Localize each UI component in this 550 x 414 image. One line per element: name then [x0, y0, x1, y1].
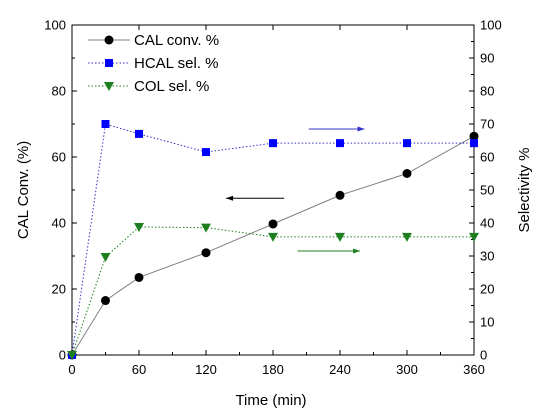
data-point-series-2: [268, 232, 278, 242]
x-tick-label: 300: [396, 362, 418, 377]
y-tick-label: 0: [59, 348, 66, 363]
data-point-series-1: [101, 120, 110, 128]
data-point-series-2: [134, 222, 144, 232]
x-tick-label: 120: [195, 362, 217, 377]
legend-marker-0: [104, 35, 114, 45]
y2-tick-label: 100: [480, 18, 502, 33]
series-lines: [71, 123, 475, 356]
legend-label-1: HCAL sel. %: [134, 55, 218, 72]
data-point-series-1: [135, 129, 143, 138]
plot-area-border: [71, 24, 475, 356]
y2-tick-label: 80: [480, 84, 494, 99]
data-point-series-2: [201, 223, 211, 233]
data-point-series-0: [101, 296, 110, 306]
axis-ticks: 0 60 120 180 240 300 3600204060801000102030405…: [44, 18, 501, 378]
y-tick-label: 20: [52, 282, 66, 297]
y-tick-label: 60: [52, 150, 66, 165]
data-point-series-2: [100, 252, 111, 262]
data-point-series-0: [268, 219, 278, 229]
x-tick-label: 0: [68, 362, 75, 377]
y2-tick-label: 50: [480, 183, 494, 198]
y-axis-title: CAL Conv. (%): [15, 141, 32, 239]
data-point-series-0: [469, 131, 479, 141]
x-axis-title: Time (min): [235, 392, 306, 409]
data-point-series-1: [202, 148, 210, 157]
y2-tick-label: 60: [480, 150, 494, 165]
x-tick-label: 240: [329, 362, 351, 377]
data-point-series-0: [335, 190, 345, 200]
legend-label-2: COL sel. %: [134, 78, 209, 95]
y-tick-label: 40: [52, 216, 66, 231]
series-line-1: [71, 123, 474, 356]
y2-tick-label: 70: [480, 117, 494, 132]
y2-tick-label: 30: [480, 249, 494, 264]
data-point-series-2: [335, 232, 345, 242]
y2-tick-label: 10: [480, 315, 494, 330]
arrow-head-0: [357, 126, 365, 132]
data-point-series-0: [134, 272, 144, 282]
data-point-series-1: [269, 139, 277, 148]
data-point-series-0: [402, 169, 412, 178]
data-point-series-2: [402, 232, 412, 242]
series-markers: [67, 120, 479, 360]
arrow-head-2: [353, 248, 361, 254]
legend-label-0: CAL conv. %: [134, 32, 219, 49]
y2-tick-label: 20: [480, 282, 494, 297]
plot-frame: [71, 24, 475, 356]
data-point-series-0: [201, 248, 211, 258]
x-tick-label: 360: [463, 362, 485, 377]
data-point-series-1: [336, 139, 344, 148]
legend: CAL conv. % HCAL sel. % COL sel. %: [88, 32, 219, 95]
series-line-2: [71, 226, 474, 356]
arrow-head-1: [226, 195, 234, 201]
y-tick-label: 80: [52, 84, 66, 99]
y-tick-label: 100: [44, 18, 66, 33]
data-point-series-2: [67, 351, 77, 360]
x-tick-label: 180: [262, 362, 284, 377]
data-point-series-1: [403, 139, 411, 148]
series-line-0: [71, 135, 475, 356]
legend-marker-1: [105, 59, 113, 67]
y2-axis-title: Selectivity %: [516, 147, 533, 232]
legend-marker-2: [104, 82, 114, 91]
data-point-series-1: [470, 139, 478, 148]
y2-tick-label: 40: [480, 216, 494, 231]
data-point-series-2: [469, 232, 479, 242]
x-tick-label: 60: [132, 362, 146, 377]
y2-tick-label: 0: [480, 348, 487, 363]
y2-tick-label: 90: [480, 51, 494, 66]
annotation-arrows: [226, 126, 365, 254]
